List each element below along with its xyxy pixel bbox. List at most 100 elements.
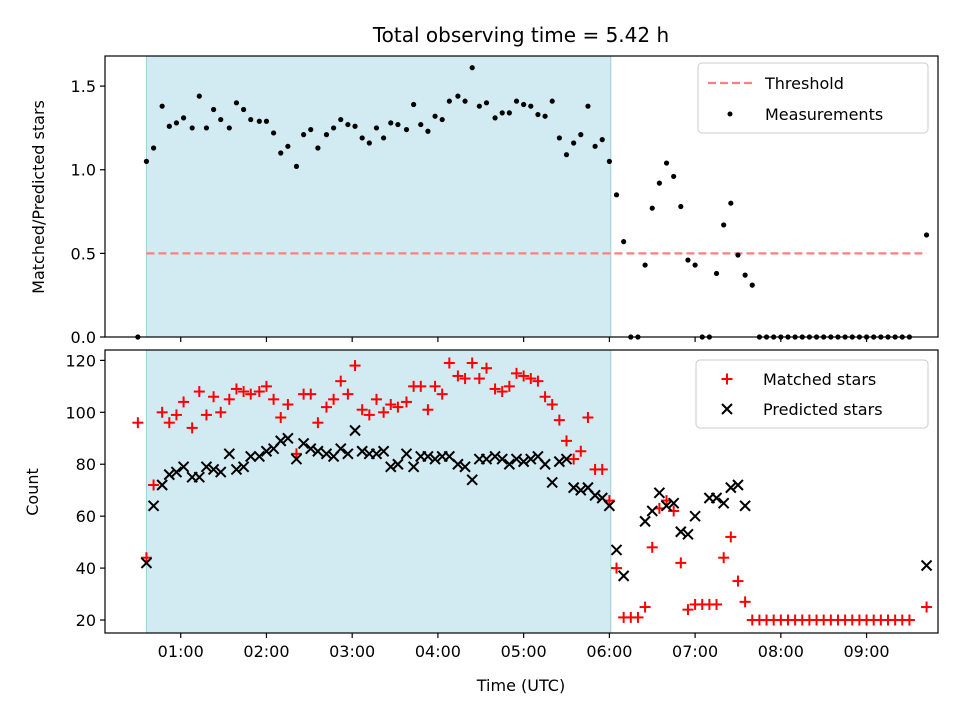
predicted-star-point — [575, 484, 587, 496]
x-tick-label: 03:00 — [329, 642, 375, 661]
x-tick-label: 08:00 — [758, 642, 804, 661]
predicted-star-point — [525, 453, 537, 465]
matched-star-point — [238, 386, 250, 398]
predicted-star-point — [140, 557, 153, 569]
bottom-legend-box — [695, 359, 929, 429]
predicted-star-point — [660, 500, 673, 512]
y-tick-label: 20 — [76, 611, 96, 630]
predicted-stars-points — [140, 424, 933, 582]
measurement-point — [439, 116, 445, 123]
predicted-star-point — [546, 476, 558, 489]
predicted-star-point — [717, 497, 730, 509]
predicted-star-point — [489, 450, 501, 463]
predicted-star-point — [422, 450, 434, 463]
x-tick-label: 07:00 — [672, 642, 718, 661]
predicted-star-point — [682, 528, 694, 541]
measurement-point — [366, 140, 372, 146]
measurement-point — [721, 222, 727, 228]
measurement-point — [359, 135, 365, 141]
matched-star-point — [363, 409, 375, 421]
measurement-point — [578, 132, 584, 138]
predicted-star-point — [193, 471, 206, 483]
legend-measurements-swatch — [727, 111, 733, 117]
predicted-star-point — [452, 458, 464, 470]
measurement-point — [735, 252, 741, 258]
matched-star-point — [132, 417, 144, 429]
measurement-point — [678, 203, 684, 210]
predicted-star-point — [400, 448, 413, 460]
measurement-point — [542, 113, 548, 119]
predicted-star-point — [385, 461, 397, 473]
predicted-star-point — [407, 461, 420, 473]
predicted-star-point — [335, 442, 347, 455]
matched-star-point — [342, 388, 354, 400]
measurement-point — [671, 173, 677, 180]
matched-star-point — [510, 367, 522, 379]
matched-star-point — [260, 380, 272, 392]
predicted-star-point — [617, 570, 630, 582]
predicted-star-point — [230, 463, 243, 476]
x-tick-label: 09:00 — [844, 642, 890, 661]
measurement-point — [656, 180, 662, 186]
matched-star-point — [682, 604, 694, 616]
matched-star-point — [335, 375, 347, 387]
predicted-star-point — [610, 544, 623, 556]
measurement-point — [403, 126, 410, 133]
measurement-point — [173, 120, 180, 126]
predicted-star-point — [732, 479, 744, 491]
measurement-point — [203, 125, 210, 131]
predicted-star-point — [689, 510, 701, 522]
measurement-point — [549, 98, 555, 104]
predicted-star-point — [646, 505, 658, 517]
legend-predicted-label: Predicted stars — [763, 400, 883, 419]
predicted-star-point — [305, 442, 317, 455]
measurement-point — [563, 152, 570, 158]
measurement-point — [483, 100, 490, 106]
measurement-point — [226, 125, 232, 131]
legend-measurements-label: Measurements — [765, 105, 883, 124]
measurement-point — [150, 145, 157, 151]
top-panel: Total observing time = 5.42 h 0.0 0.5 1.0 1… — [29, 23, 939, 347]
predicted-star-point — [290, 453, 303, 465]
y-tick-label: 80 — [76, 455, 96, 474]
legend-predicted-swatch — [721, 403, 733, 415]
measurement-point — [469, 65, 475, 71]
matched-star-point — [480, 362, 492, 374]
measurement-point — [425, 128, 431, 134]
matched-star-point — [245, 388, 257, 400]
top-x-ticks — [180, 337, 868, 342]
bottom-y-ticks: 20 40 60 80 100 120 — [65, 351, 105, 630]
predicted-star-point — [675, 526, 687, 538]
predicted-star-point — [589, 489, 601, 502]
legend-matched-swatch — [721, 373, 733, 385]
y-tick-label: 100 — [65, 403, 96, 422]
matched-star-point — [553, 414, 565, 426]
predicted-star-point — [170, 466, 183, 478]
measurement-point — [513, 98, 520, 104]
matched-star-point — [378, 406, 390, 418]
measurement-point — [642, 262, 648, 268]
matched-star-point — [443, 357, 455, 369]
measurement-point — [278, 150, 284, 156]
measurement-point — [621, 239, 627, 245]
predicted-star-point — [163, 468, 176, 481]
x-tick-label: 02:00 — [243, 642, 289, 661]
measurement-point — [446, 98, 452, 104]
measurement-point — [742, 272, 748, 278]
matched-star-point — [568, 453, 580, 465]
predicted-star-point — [567, 481, 580, 494]
matched-star-point — [525, 373, 537, 385]
predicted-star-point — [603, 500, 616, 512]
matched-star-point — [675, 557, 687, 569]
predicted-star-point — [503, 458, 516, 470]
matched-star-point — [156, 406, 168, 418]
predicted-star-point — [466, 474, 478, 486]
matched-star-point — [668, 505, 680, 517]
measurement-point — [599, 137, 605, 143]
predicted-star-point — [429, 453, 441, 465]
matched-star-point — [178, 396, 190, 408]
measurement-points — [135, 65, 930, 340]
bottom-panel: 01:00 02:00 03:00 04:00 05:00 06:00 07:00 08:00… — [23, 349, 939, 695]
predicted-star-point — [207, 463, 220, 476]
matched-star-point — [148, 479, 160, 491]
